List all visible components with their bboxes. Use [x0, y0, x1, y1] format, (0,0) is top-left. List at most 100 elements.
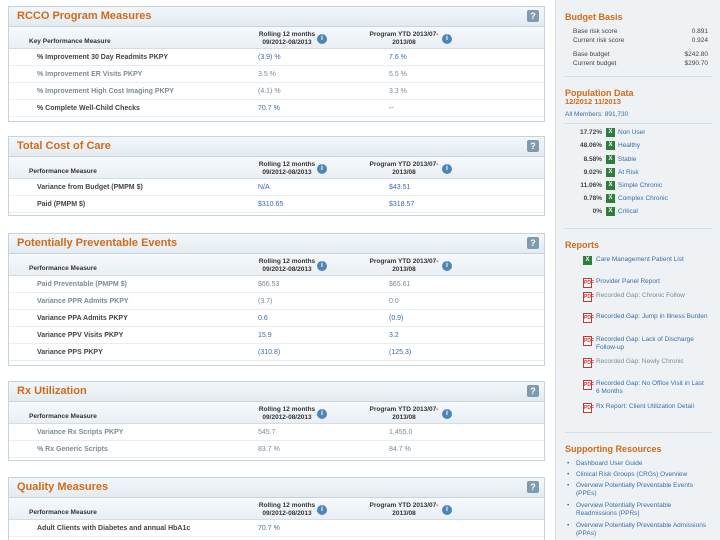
- population-item[interactable]: 9.02% X At Risk: [565, 168, 715, 181]
- pop-name[interactable]: Healthy: [618, 142, 641, 149]
- help-icon[interactable]: ?: [527, 10, 539, 22]
- table-row[interactable]: % Complete Well-Child Checks 70.7 % --: [9, 100, 544, 117]
- population-item[interactable]: 0% X Critical: [565, 207, 715, 220]
- pop-pct: 11.06%: [580, 182, 602, 189]
- rolling-value: 0.6: [258, 315, 268, 322]
- resource-link[interactable]: Dashboard User Guide: [567, 460, 708, 468]
- pdf-icon[interactable]: PDF: [583, 292, 594, 302]
- pdf-icon[interactable]: PDF: [583, 380, 594, 390]
- excel-icon[interactable]: X: [583, 256, 592, 265]
- report-label[interactable]: Recorded Gap: Chronic Follow: [596, 292, 685, 299]
- table-row[interactable]: Variance from Budget (PMPM $) N/A $43.51: [9, 179, 544, 196]
- excel-icon[interactable]: X: [606, 181, 615, 190]
- population-item[interactable]: 48.06% X Healthy: [565, 141, 715, 154]
- table-row[interactable]: Variance PPV Visits PKPY 15.9 3.2: [9, 327, 544, 344]
- info-icon[interactable]: i: [317, 261, 327, 271]
- reports-title: Reports: [565, 240, 600, 250]
- report-label[interactable]: Recorded Gap: Newly Chronic: [596, 358, 684, 365]
- pdf-icon[interactable]: PDF: [583, 313, 594, 323]
- table-row[interactable]: Variance PPA Admits PKPY 0.6 (0.9): [9, 310, 544, 327]
- report-link[interactable]: PDF Recorded Gap: Jump in Illness Burden: [583, 313, 708, 323]
- table-row[interactable]: Variance PPS PKPY (310.8) (125.3): [9, 344, 544, 361]
- report-label[interactable]: Care Management Patient List: [596, 256, 684, 263]
- kv-value: 0.924: [691, 37, 708, 44]
- excel-icon[interactable]: X: [606, 128, 615, 137]
- report-label[interactable]: Recorded Gap: Lack of Discharge Follow-u…: [596, 336, 694, 351]
- table-row[interactable]: Variance Rx Scripts PKPY 545.7 1,455.0: [9, 424, 544, 441]
- help-icon[interactable]: ?: [527, 385, 539, 397]
- pdf-icon[interactable]: PDF: [583, 278, 594, 288]
- population-item[interactable]: 17.72% X Non User: [565, 128, 715, 141]
- table-row[interactable]: % Improvement High Cost Imaging PKPY (4.1…: [9, 83, 544, 100]
- rolling-value: $66.53: [258, 281, 280, 288]
- table-row[interactable]: % Improvement ER Visits PKPY 3.5 % 5.5 %: [9, 66, 544, 83]
- pop-name[interactable]: Simple Chronic: [618, 182, 663, 189]
- supporting-resources-title: Supporting Resources: [565, 444, 662, 454]
- population-item[interactable]: 11.06% X Simple Chronic: [565, 181, 715, 194]
- ytd-value: 5.5 %: [389, 71, 407, 78]
- help-icon[interactable]: ?: [527, 237, 539, 249]
- ytd-value: 1,455.0: [389, 429, 413, 436]
- resource-link[interactable]: Overview Potentially Preventable Readmis…: [567, 502, 708, 518]
- pop-name[interactable]: At Risk: [618, 169, 639, 176]
- panel-quality-measures: Quality Measures ? Performance Measure R…: [8, 477, 545, 540]
- pdf-icon[interactable]: PDF: [583, 358, 594, 368]
- kv-label: Base budget: [573, 51, 610, 58]
- population-item[interactable]: 0.78% X Complex Chronic: [565, 194, 715, 207]
- info-icon[interactable]: i: [317, 505, 327, 515]
- info-icon[interactable]: i: [442, 261, 452, 271]
- report-link[interactable]: PDF Rx Report: Client Utilization Detail: [583, 403, 708, 413]
- report-link[interactable]: PDF Recorded Gap: Chronic Follow: [583, 292, 708, 302]
- info-icon[interactable]: i: [317, 164, 327, 174]
- excel-icon[interactable]: X: [606, 168, 615, 177]
- help-icon[interactable]: ?: [527, 481, 539, 493]
- resource-link[interactable]: Overview Potentially Preventable Admissi…: [567, 522, 708, 538]
- report-label[interactable]: Provider Panel Report: [596, 278, 660, 285]
- table-row[interactable]: Paid Preventable (PMPM $) $66.53 $65.61: [9, 276, 544, 293]
- report-link[interactable]: X Care Management Patient List: [583, 256, 708, 265]
- rolling-value: 83.7 %: [258, 446, 280, 453]
- table-row[interactable]: % Rx Generic Scripts 83.7 % 84.7 %: [9, 441, 544, 458]
- info-icon[interactable]: i: [317, 34, 327, 44]
- table-row[interactable]: Variance PPR Admits PKPY (3.7) 0.0: [9, 293, 544, 310]
- population-data-title: Population Data: [565, 88, 634, 98]
- resource-link[interactable]: Overview Potentially Preventable Events …: [567, 482, 708, 498]
- info-icon[interactable]: i: [442, 164, 452, 174]
- rolling-value: $310.65: [258, 201, 284, 208]
- info-icon[interactable]: i: [442, 505, 452, 515]
- ytd-value: 84.7 %: [389, 446, 411, 453]
- pop-name[interactable]: Critical: [618, 208, 638, 215]
- pop-name[interactable]: Non User: [618, 129, 646, 136]
- row-label: Variance from Budget (PMPM $): [37, 184, 143, 191]
- row-label: Paid (PMPM $): [37, 201, 86, 208]
- population-item[interactable]: 8.58% X Stable: [565, 155, 715, 168]
- report-label[interactable]: Rx Report: Client Utilization Detail: [596, 403, 694, 410]
- report-label[interactable]: Recorded Gap: Jump in Illness Burden: [596, 313, 708, 320]
- pop-name[interactable]: Complex Chronic: [618, 195, 668, 202]
- pdf-icon[interactable]: PDF: [583, 403, 594, 413]
- excel-icon[interactable]: X: [606, 141, 615, 150]
- report-label[interactable]: Recorded Gap: No Office Visit in Last 6 …: [596, 380, 704, 395]
- report-link[interactable]: PDF Recorded Gap: No Office Visit in Last…: [583, 380, 708, 396]
- resource-link[interactable]: Clinical Risk Groups (CRGs) Overview: [567, 471, 708, 479]
- table-row[interactable]: % Improvement 30 Day Readmits PKPY (3.9) …: [9, 49, 544, 66]
- rolling-value: 70.7 %: [258, 105, 280, 112]
- excel-icon[interactable]: X: [606, 207, 615, 216]
- report-link[interactable]: PDF Recorded Gap: Lack of Discharge Follo…: [583, 336, 708, 352]
- excel-icon[interactable]: X: [606, 194, 615, 203]
- table-row[interactable]: Adult Clients with Diabetes and annual H…: [9, 520, 544, 537]
- excel-icon[interactable]: X: [606, 155, 615, 164]
- table-row[interactable]: Paid (PMPM $) $310.65 $318.57: [9, 196, 544, 213]
- info-icon[interactable]: i: [442, 34, 452, 44]
- pop-name[interactable]: Stable: [618, 156, 637, 163]
- right-sidebar: Budget Basis Base risk score 0.891 Curren…: [555, 0, 720, 540]
- help-icon[interactable]: ?: [527, 140, 539, 152]
- info-icon[interactable]: i: [442, 409, 452, 419]
- info-icon[interactable]: i: [317, 409, 327, 419]
- report-link[interactable]: PDF Recorded Gap: Newly Chronic: [583, 358, 708, 368]
- rolling-value: 15.9: [258, 332, 272, 339]
- report-link[interactable]: PDF Provider Panel Report: [583, 278, 708, 288]
- pdf-icon[interactable]: PDF: [583, 336, 594, 346]
- all-members-link[interactable]: All Members: 891,730: [565, 111, 629, 118]
- rolling-value: (3.7): [258, 298, 273, 305]
